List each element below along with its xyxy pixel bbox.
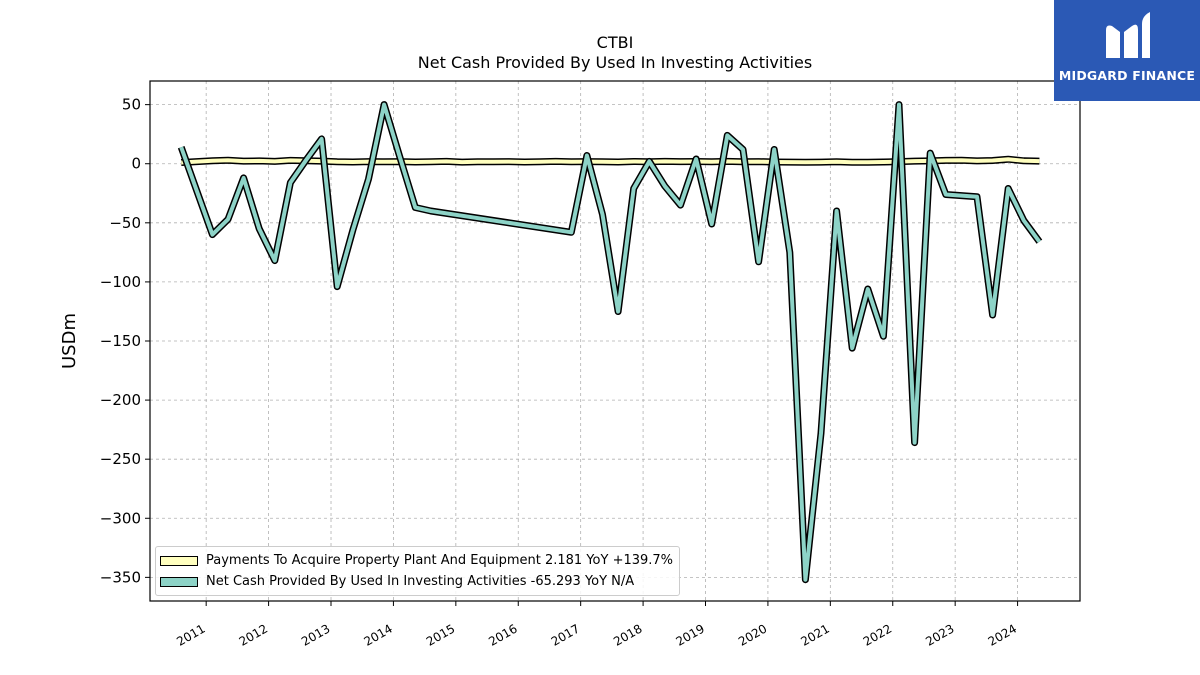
x-tick-label: 2020 — [736, 621, 769, 648]
y-tick-label: −100 — [100, 273, 141, 291]
x-tick-label: 2017 — [549, 621, 582, 648]
x-tick-label: 2014 — [361, 621, 394, 648]
x-tick-label: 2023 — [923, 621, 956, 648]
y-tick-label: −150 — [100, 332, 141, 350]
x-tick-label: 2015 — [424, 621, 457, 648]
y-tick-label: −350 — [100, 568, 141, 586]
brand-logo: MIDGARD FINANCE — [1054, 0, 1200, 101]
x-tick-label: 2019 — [674, 621, 707, 648]
brand-name: MIDGARD FINANCE — [1058, 68, 1196, 83]
y-tick-label: −250 — [100, 450, 141, 468]
x-tick-label: 2012 — [237, 621, 270, 648]
legend-swatch-capex — [160, 555, 198, 566]
series-layer — [177, 101, 1043, 584]
y-tick-label: −200 — [100, 391, 141, 409]
y-tick-label: −300 — [100, 509, 141, 527]
x-tick-label: 2022 — [861, 621, 894, 648]
x-tick-label: 2013 — [299, 621, 332, 648]
x-tick-label: 2018 — [611, 621, 644, 648]
legend-item-capex: Payments To Acquire Property Plant And E… — [160, 550, 673, 571]
legend: Payments To Acquire Property Plant And E… — [155, 546, 681, 596]
midgard-m-icon — [1106, 12, 1150, 59]
legend-swatch-investing — [160, 576, 198, 587]
y-tick-label: 0 — [131, 155, 141, 173]
x-tick-label: 2021 — [798, 621, 831, 648]
legend-label-capex: Payments To Acquire Property Plant And E… — [206, 553, 674, 568]
legend-label-investing: Net Cash Provided By Used In Investing A… — [206, 574, 635, 589]
series-line-1 — [179, 102, 1042, 582]
x-tick-label: 2024 — [986, 621, 1019, 648]
legend-item-investing: Net Cash Provided By Used In Investing A… — [160, 571, 673, 592]
x-tick-label: 2016 — [486, 621, 519, 648]
chart-subtitle: Net Cash Provided By Used In Investing A… — [417, 53, 813, 72]
chart-title: CTBI — [596, 33, 634, 52]
x-tick-label: 2011 — [174, 621, 207, 648]
y-tick-label: 50 — [122, 96, 141, 114]
y-axis-label: USDm — [59, 313, 80, 369]
y-tick-label: −50 — [109, 214, 141, 232]
